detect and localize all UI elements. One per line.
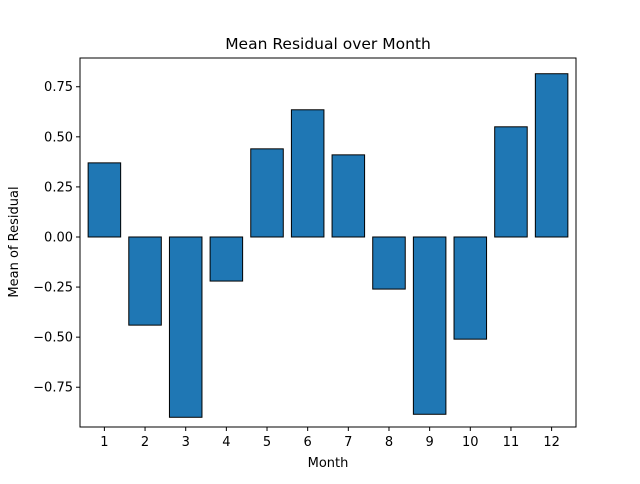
x-tick-label: 6 — [304, 435, 312, 450]
x-tick-label: 10 — [462, 435, 479, 450]
bar-month-1 — [87, 162, 122, 238]
chart-title: Mean Residual over Month — [225, 35, 431, 53]
y-tick-label: 0.00 — [44, 230, 73, 245]
bar-month-3 — [168, 236, 203, 418]
bar-month-9 — [412, 236, 447, 415]
bar-month-11 — [494, 126, 528, 238]
bar-month-8 — [372, 236, 406, 290]
bar-month-12 — [534, 73, 569, 238]
plot-area-frame — [79, 57, 577, 428]
x-tick-label: 1 — [100, 435, 108, 450]
x-tick-label: 8 — [385, 435, 393, 450]
bar-month-5 — [250, 148, 284, 238]
x-tick-label: 3 — [182, 435, 190, 450]
y-tick-label: 0.50 — [44, 130, 73, 145]
bar-month-2 — [128, 236, 162, 326]
bars-group — [87, 73, 569, 418]
y-axis-label: Mean of Residual — [7, 186, 22, 297]
x-tick-label: 12 — [543, 435, 560, 450]
bar-month-6 — [290, 109, 325, 238]
y-ticks-group: −0.75 −0.50 −0.25 0.00 0.25 0.50 0.75 — [33, 80, 80, 396]
y-tick-label: −0.75 — [33, 381, 73, 396]
y-tick-label: 0.75 — [44, 80, 73, 95]
x-ticks-group: 1 2 3 4 5 6 7 8 9 10 11 12 — [100, 427, 560, 450]
y-tick-label: −0.50 — [33, 331, 73, 346]
x-tick-label: 9 — [425, 435, 433, 450]
x-tick-label: 5 — [263, 435, 271, 450]
x-axis-label: Month — [308, 456, 349, 471]
x-tick-label: 4 — [222, 435, 230, 450]
bar-month-7 — [331, 154, 366, 238]
y-tick-label: 0.25 — [44, 180, 73, 195]
x-tick-label: 7 — [344, 435, 352, 450]
x-tick-label: 2 — [141, 435, 149, 450]
bar-month-10 — [453, 236, 488, 340]
x-tick-label: 11 — [503, 435, 520, 450]
bar-month-4 — [209, 236, 244, 282]
y-tick-label: −0.25 — [33, 281, 73, 296]
